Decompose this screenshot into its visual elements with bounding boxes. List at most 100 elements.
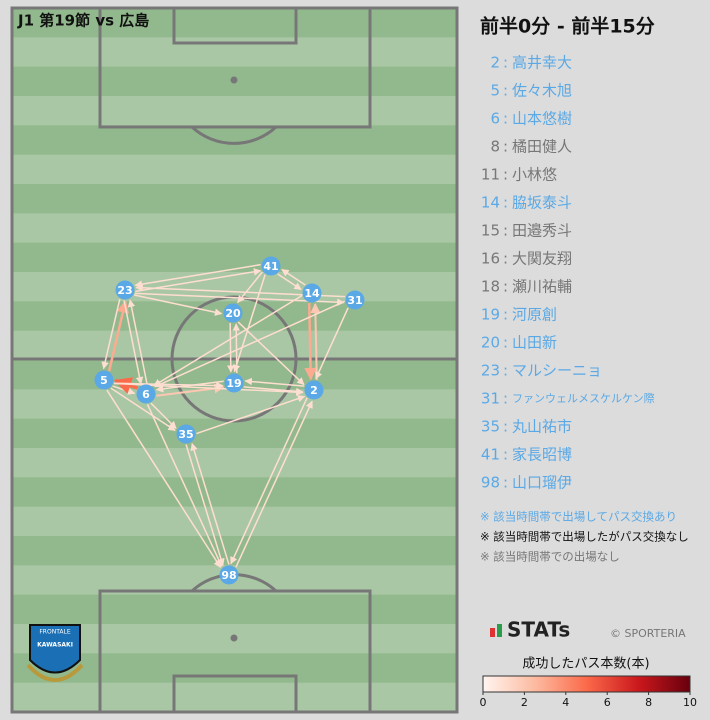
stripe <box>12 8 457 38</box>
pass-edge <box>153 294 303 387</box>
node-label: 31 <box>347 294 362 307</box>
pitch-lines <box>10 6 459 714</box>
separator: : <box>503 138 508 156</box>
stripe <box>12 448 457 478</box>
player-node <box>94 370 114 390</box>
pass-edge <box>277 273 302 291</box>
player-number: 98 <box>481 474 500 492</box>
pass-edge <box>196 395 306 435</box>
player-node <box>115 280 135 300</box>
brand: STATs <box>507 618 570 642</box>
player-number: 23 <box>481 362 500 380</box>
club-logo: FRONTALE KAWASAKI <box>26 624 84 682</box>
separator: : <box>503 110 508 128</box>
pass-edge <box>281 268 306 286</box>
separator: : <box>503 222 508 240</box>
separator: : <box>503 82 508 100</box>
stripe <box>12 506 457 537</box>
stripe <box>12 653 457 684</box>
separator: : <box>503 446 508 464</box>
player-name: 脇坂泰斗 <box>512 194 572 212</box>
player-number: 19 <box>481 306 500 324</box>
pass-edge <box>315 307 349 380</box>
pass-edge <box>127 299 148 384</box>
logo-text: KAWASAKI <box>37 642 73 649</box>
player-number: 31 <box>481 390 500 408</box>
stripe <box>12 96 457 126</box>
player-name: 田邉秀斗 <box>512 222 572 240</box>
pass-edge <box>107 300 129 372</box>
node-label: 14 <box>304 287 320 300</box>
separator: : <box>503 390 508 408</box>
node-label: 19 <box>226 377 241 390</box>
separator: : <box>503 194 508 212</box>
note: ※ 該当時間帯で出場したがパス交換なし <box>480 530 689 544</box>
node-label: 5 <box>100 374 108 387</box>
pass-edge <box>230 397 308 565</box>
colorbar-title: 成功したパス本数(本) <box>522 657 649 672</box>
colorbar-tick-label: 2 <box>521 696 528 709</box>
pass-edge <box>244 377 305 387</box>
player-number: 15 <box>481 222 500 240</box>
player-name: 瀬川祐輔 <box>512 278 572 296</box>
stripe <box>12 154 457 185</box>
player-node <box>223 303 243 323</box>
pass-edge <box>106 389 222 568</box>
separator: : <box>503 54 508 72</box>
node-label: 35 <box>178 428 193 441</box>
pass-edge <box>146 404 223 567</box>
stripe <box>12 536 457 566</box>
colorbar-tick-label: 4 <box>562 696 569 709</box>
player-name: 家長昭博 <box>512 446 572 464</box>
player-number: 41 <box>481 446 500 464</box>
player-number: 18 <box>481 278 500 296</box>
pass-edge <box>237 321 305 386</box>
stripe <box>12 389 457 420</box>
player-name: 山口瑠伊 <box>512 474 572 492</box>
separator: : <box>503 306 508 324</box>
pass-edge <box>310 302 321 380</box>
stats-logo: STATs © SPORTERIA <box>490 618 686 642</box>
player-name: 丸山祐市 <box>512 418 572 436</box>
player-number: 2 <box>490 54 500 72</box>
player-node <box>224 373 244 393</box>
player-node <box>219 565 239 585</box>
edges <box>101 263 349 568</box>
pass-edge <box>134 263 261 288</box>
separator: : <box>503 166 508 184</box>
separator: : <box>503 418 508 436</box>
pass-edge <box>185 444 225 567</box>
pass-edge <box>232 274 266 373</box>
player-node <box>136 384 156 404</box>
node-label: 41 <box>263 260 278 273</box>
pass-edge <box>101 298 121 370</box>
logo-text: FRONTALE <box>39 629 70 636</box>
player-node <box>302 283 322 303</box>
nodes: 41 23 14 31 20 5 6 19 2 35 98 <box>94 256 365 585</box>
note: ※ 該当時間帯での出場なし <box>480 550 620 564</box>
player-number: 35 <box>481 418 500 436</box>
player-name: 橘田健人 <box>512 138 572 156</box>
player-number: 14 <box>481 194 500 212</box>
player-number: 20 <box>481 334 500 352</box>
pass-edge <box>123 300 144 385</box>
separator: : <box>503 474 508 492</box>
player-number: 16 <box>481 250 500 268</box>
player-name: 大関友翔 <box>512 250 572 268</box>
player-name: 高井幸大 <box>512 54 572 72</box>
player-name: 小林悠 <box>512 166 557 184</box>
player-number: 11 <box>481 166 500 184</box>
node-label: 23 <box>117 284 132 297</box>
player-node <box>261 256 281 276</box>
player-name: マルシーニョ <box>512 362 602 380</box>
stripe <box>12 418 457 449</box>
player-node <box>176 424 196 444</box>
separator: : <box>503 278 508 296</box>
stripe <box>12 125 457 156</box>
player-name: 山本悠樹 <box>512 110 572 128</box>
pass-edge <box>110 387 176 432</box>
pass-edge <box>236 271 263 304</box>
pass-edge <box>190 442 230 565</box>
node-label: 6 <box>142 388 150 401</box>
